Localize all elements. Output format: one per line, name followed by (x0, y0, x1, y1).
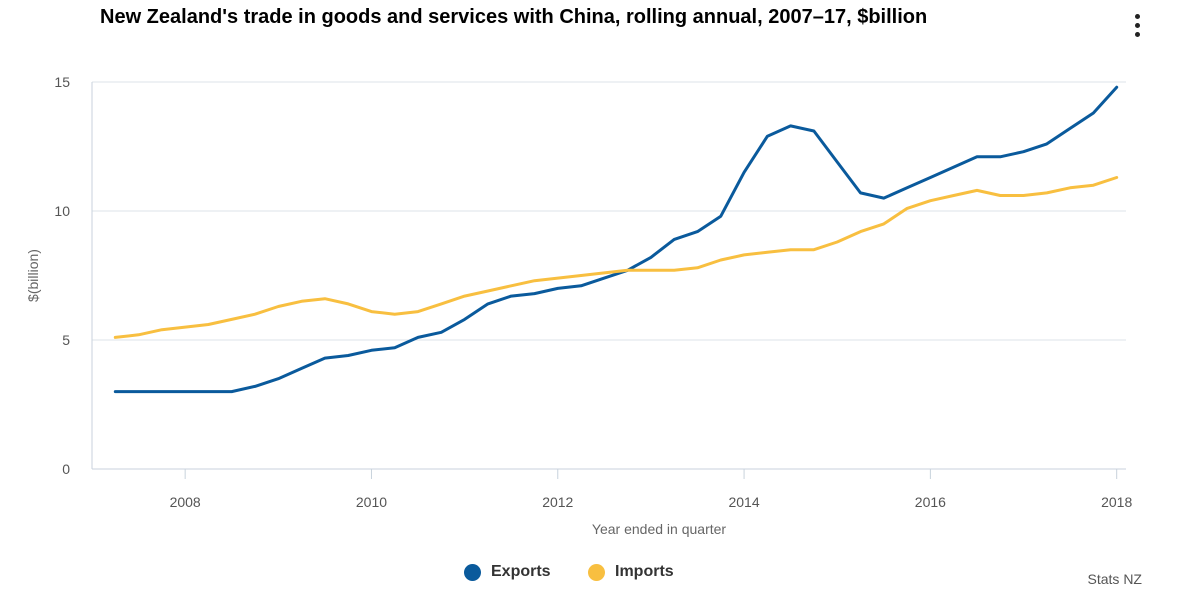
menu-dot (1135, 23, 1140, 28)
exports-swatch (464, 563, 481, 581)
legend-label-imports: Imports (615, 563, 674, 580)
menu-dot (1135, 32, 1140, 37)
x-tick-label: 2010 (356, 494, 387, 510)
x-tick-label: 2016 (915, 494, 946, 510)
y-tick-label: 10 (54, 203, 70, 219)
x-tick-label: 2014 (728, 494, 759, 510)
legend-item-imports[interactable]: Imports (588, 563, 674, 581)
imports-swatch (588, 563, 605, 581)
legend: Exports Imports (0, 563, 1182, 589)
legend-label-exports: Exports (491, 563, 551, 580)
legend-item-exports[interactable]: Exports (464, 563, 551, 581)
kebab-menu-icon[interactable] (1126, 10, 1150, 42)
y-tick-label: 5 (62, 332, 70, 348)
x-axis-title: Year ended in quarter (592, 521, 726, 537)
imports-line (113, 176, 1119, 339)
source-credit[interactable]: Stats NZ (1087, 571, 1142, 587)
x-tick-label: 2018 (1101, 494, 1132, 510)
y-tick-label: 0 (62, 461, 70, 477)
chart-title: New Zealand's trade in goods and service… (100, 6, 928, 28)
x-tick-label: 2008 (170, 494, 201, 510)
y-tick-label: 15 (54, 74, 70, 90)
menu-dot (1135, 14, 1140, 19)
exports-line (113, 85, 1119, 394)
y-axis-title: $(billion) (25, 249, 41, 302)
x-tick-label: 2012 (542, 494, 573, 510)
